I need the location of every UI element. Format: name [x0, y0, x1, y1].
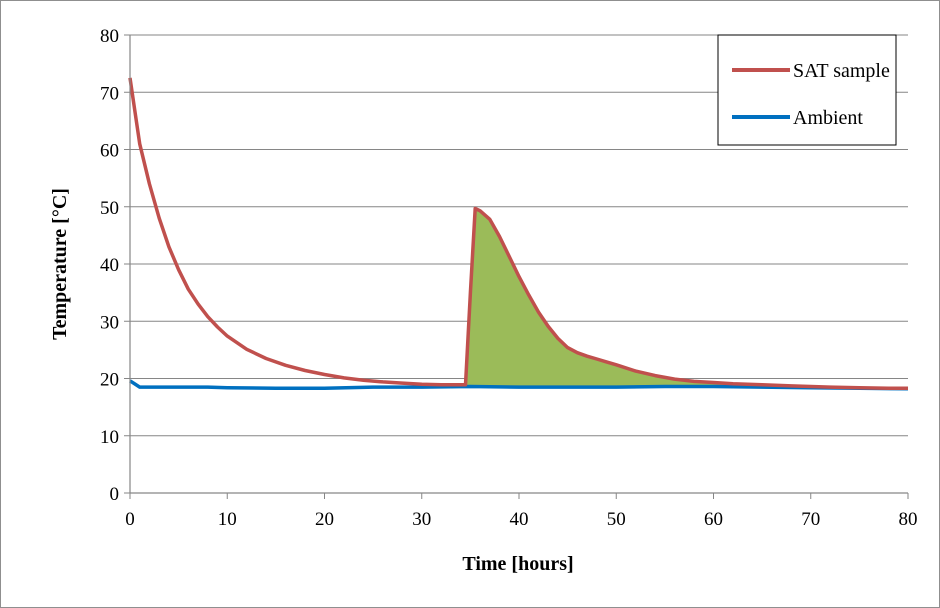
y-tick-label: 10: [100, 427, 119, 448]
series-line-ambient: [129, 379, 909, 391]
x-tick-label: 70: [801, 509, 820, 530]
x-axis-title: Time [hours]: [462, 553, 573, 575]
y-tick-label: 80: [100, 26, 119, 47]
y-axis-title: Temperature [°C]: [49, 188, 71, 340]
y-axis-ticks: 0 10 20 30 40 50 60 70 80: [100, 26, 130, 505]
x-tick-label: 80: [899, 509, 918, 530]
shaded-area: [465, 208, 908, 389]
x-axis-ticks: 0 10 20 30 40 50 60 70 80: [125, 493, 918, 530]
x-tick-label: 60: [704, 509, 723, 530]
y-tick-label: 30: [100, 312, 119, 333]
x-tick-label: 20: [315, 509, 334, 530]
x-tick-label: 50: [607, 509, 626, 530]
x-tick-label: 10: [218, 509, 237, 530]
x-tick-label: 40: [510, 509, 529, 530]
x-tick-label: 0: [125, 509, 135, 530]
y-tick-label: 40: [100, 255, 119, 276]
y-tick-label: 60: [100, 141, 119, 162]
legend-box: [717, 34, 897, 146]
y-tick-label: 70: [100, 83, 119, 104]
legend-label-sat-sample: SAT sample: [793, 60, 890, 82]
x-tick-label: 30: [412, 509, 431, 530]
y-tick-label: 50: [100, 198, 119, 219]
legend: SAT sample Ambient: [717, 34, 897, 146]
series-line-sat-sample: [128, 77, 908, 390]
y-tick-label: 0: [110, 484, 120, 505]
y-tick-label: 20: [100, 370, 119, 391]
legend-label-ambient: Ambient: [793, 107, 863, 129]
